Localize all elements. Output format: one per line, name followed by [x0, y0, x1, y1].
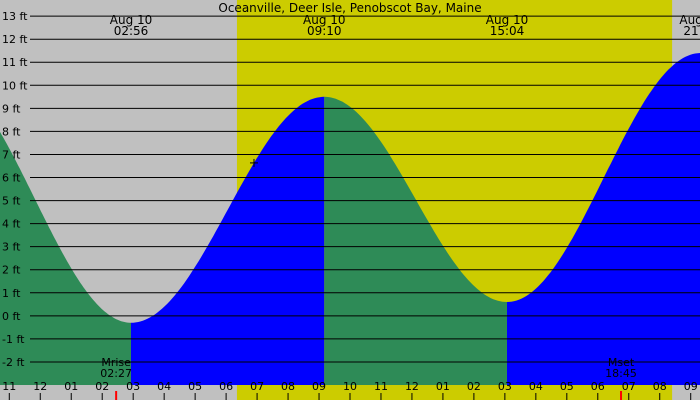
x-tick-label: 02 — [467, 380, 481, 393]
tide-areas — [0, 53, 700, 386]
y-tick-label: -1 ft — [2, 333, 25, 346]
tide-date-label: Aug 10 — [303, 13, 346, 27]
x-tick-label: 01 — [64, 380, 78, 393]
y-tick-label: 13 ft — [2, 10, 28, 23]
y-tick-label: 2 ft — [2, 264, 21, 277]
rising-tide-area — [507, 53, 700, 385]
x-tick-label: 06 — [591, 380, 605, 393]
x-tick-label: 10 — [343, 380, 357, 393]
x-tick-label: 07 — [622, 380, 636, 393]
x-tick-label: 12 — [33, 380, 47, 393]
tide-time-label: 09:10 — [307, 24, 342, 38]
y-tick-label: 8 ft — [2, 125, 21, 138]
x-tick-label: 07 — [250, 380, 264, 393]
y-tick-label: 1 ft — [2, 287, 21, 300]
x-tick-label: 05 — [560, 380, 574, 393]
moon-event-label: Mrise — [101, 356, 131, 369]
x-tick-label: 08 — [281, 380, 295, 393]
x-tick-label: 08 — [653, 380, 667, 393]
y-tick-label: 11 ft — [2, 56, 28, 69]
moon-event-time: 18:45 — [605, 367, 637, 380]
y-tick-label: 7 ft — [2, 148, 21, 161]
current-time-marker — [249, 158, 258, 167]
y-axis-labels: 13 ft 12 ft 11 ft 10 ft 9 ft 8 ft 7 ft 6 ft 5 ft… — [2, 10, 28, 369]
chart-title: Oceanville, Deer Isle, Penobscot Bay, Ma… — [218, 1, 481, 15]
x-tick-label: 04 — [529, 380, 543, 393]
tide-date-label: Aug 10 — [679, 13, 700, 27]
falling-tide-area — [324, 96, 507, 386]
x-tick-label: 06 — [219, 380, 233, 393]
tide-date-label: Aug 10 — [110, 13, 153, 27]
y-tick-label: 4 ft — [2, 218, 21, 231]
x-tick-label: 11 — [374, 380, 388, 393]
tide-time-label: 21:19 — [683, 24, 700, 38]
y-tick-label: 3 ft — [2, 241, 21, 254]
y-tick-label: -2 ft — [2, 356, 25, 369]
grid-lines — [30, 15, 700, 363]
tide-time-label: 15:04 — [490, 24, 525, 38]
y-tick-label: 6 ft — [2, 172, 21, 185]
falling-tide-area — [0, 131, 131, 385]
rising-tide-area — [131, 96, 325, 386]
y-tick-label: 5 ft — [2, 195, 21, 208]
y-tick-label: 10 ft — [2, 79, 28, 92]
x-tick-label: 12 — [405, 380, 419, 393]
x-axis-labels: 11 12 01 02 03 04 05 06 07 08 09 10 11 12 01 02 03 04 05 06… — [2, 380, 698, 400]
x-tick-label: 02 — [95, 380, 109, 393]
x-tick-label: 03 — [498, 380, 512, 393]
x-tick-label: 03 — [126, 380, 140, 393]
y-tick-label: 0 ft — [2, 310, 21, 323]
y-tick-label: 12 ft — [2, 33, 28, 46]
tide-date-label: Aug 10 — [486, 13, 529, 27]
y-tick-label: 9 ft — [2, 102, 21, 115]
moon-event-label: Mset — [608, 356, 635, 369]
x-tick-label: 09 — [684, 380, 698, 393]
x-tick-label: 05 — [188, 380, 202, 393]
x-tick-label: 04 — [157, 380, 171, 393]
tide-time-label: 02:56 — [114, 24, 149, 38]
x-tick-label: 11 — [2, 380, 16, 393]
x-tick-label: 09 — [312, 380, 326, 393]
x-tick-label: 01 — [436, 380, 450, 393]
moon-event-time: 02:27 — [100, 367, 132, 380]
